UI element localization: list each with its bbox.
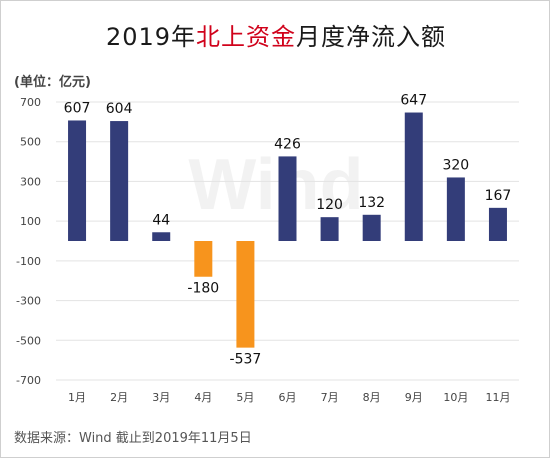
y-axis: 700 500 300 100 -100 -300 -500 -700 (16, 96, 41, 387)
x-tick-label: 9月 (405, 391, 423, 404)
bar (194, 241, 213, 277)
y-tick-label: -700 (16, 374, 41, 387)
title-highlight: 北上资金 (196, 23, 297, 51)
title-prefix: 2019年 (105, 23, 197, 51)
x-tick-label: 7月 (321, 391, 339, 404)
x-tick-label: 1月 (68, 391, 86, 404)
bar (446, 177, 465, 241)
data-label: 647 (400, 93, 427, 109)
unit-label: (单位：亿元) (14, 75, 91, 90)
bar (152, 232, 171, 241)
data-label: -180 (187, 281, 219, 297)
data-label: 607 (64, 100, 91, 116)
x-tick-label: 4月 (194, 391, 212, 404)
data-label: 167 (485, 188, 512, 204)
data-label: 44 (152, 212, 170, 228)
bar (404, 112, 423, 241)
x-tick-label: 6月 (279, 391, 297, 404)
y-tick-label: -500 (16, 334, 41, 347)
data-label: 132 (358, 195, 385, 211)
bars (68, 112, 507, 348)
bar (320, 217, 339, 241)
bar (488, 207, 507, 241)
bar (236, 241, 255, 348)
source-note: 数据来源：Wind 截止到2019年11月5日 (14, 431, 252, 446)
bar (68, 120, 87, 241)
y-tick-label: 300 (20, 175, 41, 188)
bar (278, 156, 297, 241)
data-label: 426 (274, 136, 301, 152)
title-suffix: 月度净流入额 (296, 23, 447, 51)
watermark: Wind (188, 145, 363, 225)
bar (110, 121, 129, 241)
data-label: 120 (316, 197, 343, 213)
y-tick-label: 100 (20, 215, 41, 228)
data-label: 320 (442, 157, 469, 173)
x-tick-label: 3月 (152, 391, 170, 404)
y-tick-label: 700 (20, 96, 41, 109)
bar (362, 214, 381, 241)
x-tick-label: 11月 (485, 391, 510, 404)
x-tick-label: 10月 (443, 391, 468, 404)
x-tick-label: 8月 (363, 391, 381, 404)
x-tick-label: 2月 (110, 391, 128, 404)
y-tick-label: 500 (20, 136, 41, 149)
x-tick-label: 5月 (236, 391, 254, 404)
x-axis: 1月 2月 3月 4月 5月 6月 7月 8月 9月 10月 11月 (68, 391, 510, 404)
y-tick-label: -100 (16, 255, 41, 268)
chart-title: 2019年北上资金月度净流入额 (1, 17, 550, 52)
data-labels: 607 604 44 -180 -537 426 120 132 647 320 167 (64, 93, 512, 368)
data-label: -537 (230, 352, 262, 368)
data-label: 604 (106, 101, 133, 117)
y-tick-label: -300 (16, 295, 41, 308)
